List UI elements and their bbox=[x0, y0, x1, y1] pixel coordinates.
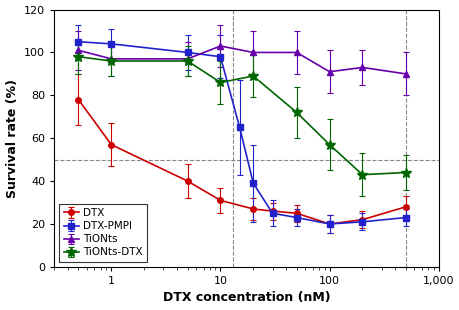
Y-axis label: Survival rate (%): Survival rate (%) bbox=[6, 79, 18, 198]
Legend: DTX, DTX-PMPI, TiONts, TiONts-DTX: DTX, DTX-PMPI, TiONts, TiONts-DTX bbox=[59, 204, 147, 262]
X-axis label: DTX concentration (nM): DTX concentration (nM) bbox=[162, 291, 330, 304]
